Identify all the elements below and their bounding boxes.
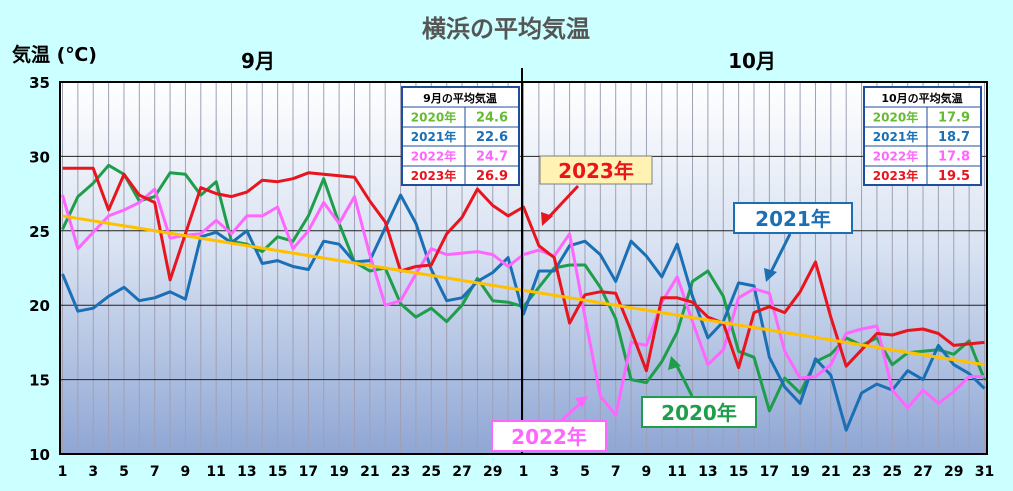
legend-year-0-2: 2022年 — [411, 149, 456, 164]
y-tick-labels: 35 30 25 20 15 10 — [29, 74, 50, 464]
legend-year-0-1: 2021年 — [411, 129, 456, 144]
legend-year-0-0: 2020年 — [411, 110, 456, 125]
chart-title: 横浜の平均気温 — [422, 15, 590, 43]
x-tick-9: 19 — [329, 464, 348, 480]
legend-value-1-3: 19.5 — [938, 169, 970, 184]
legend-value-1-0: 17.9 — [938, 111, 970, 126]
x-tick-8: 17 — [299, 464, 318, 480]
x-tick-19: 9 — [642, 464, 652, 480]
legend-title-sep: 9月の平均気温 — [423, 91, 497, 105]
x-tick-10: 21 — [360, 464, 379, 480]
x-tick-2: 5 — [119, 464, 129, 480]
callout-2023: 2023年 — [539, 155, 653, 226]
legend-value-0-3: 26.9 — [476, 169, 508, 184]
x-tick-18: 7 — [611, 464, 621, 480]
y-tick-30: 30 — [29, 148, 50, 166]
x-tick-25: 21 — [821, 464, 840, 480]
legend-value-0-0: 24.6 — [476, 111, 508, 126]
callout-2023-label: 2023年 — [558, 159, 634, 183]
callout-2021-label: 2021年 — [755, 207, 831, 231]
x-tick-labels: 1 3 5 7 9 11 13 15 17 19 21 23 25 27 29 1 3 5 7 9 11 13 15 17 19… — [58, 464, 995, 480]
x-tick-23: 17 — [760, 464, 779, 480]
plot-border — [59, 81, 988, 455]
legend-year-0-3: 2023年 — [411, 168, 456, 183]
legend-title-oct: 10月の平均気温 — [881, 91, 962, 105]
callout-2022-label: 2022年 — [511, 425, 587, 449]
series-lines — [61, 163, 986, 432]
x-tick-16: 3 — [549, 464, 559, 480]
legend-value-0-2: 24.7 — [476, 150, 508, 165]
series-line-s2023 — [62, 166, 985, 373]
month-label-oct: 10月 — [728, 49, 776, 73]
x-tick-0: 1 — [58, 464, 68, 480]
x-tick-30: 31 — [975, 464, 994, 480]
series-line-s2020 — [61, 163, 986, 413]
legend-box-october: 10月の平均気温 2020年 17.9 2021年 18.7 2022年 17.8 2023… — [863, 86, 982, 186]
x-tick-26: 23 — [852, 464, 871, 480]
series-line-s2021 — [61, 193, 986, 432]
y-tick-25: 25 — [29, 223, 50, 241]
x-tick-6: 13 — [237, 464, 256, 480]
x-tick-1: 3 — [88, 464, 98, 480]
legend-year-1-0: 2020年 — [873, 110, 918, 125]
legend-year-1-3: 2023年 — [873, 168, 918, 183]
callout-2020-label: 2020年 — [661, 401, 737, 425]
legend-value-0-1: 22.6 — [476, 130, 508, 145]
legend-year-1-2: 2022年 — [873, 149, 918, 164]
x-tick-3: 7 — [150, 464, 160, 480]
x-tick-12: 25 — [422, 464, 441, 480]
x-tick-11: 23 — [391, 464, 410, 480]
x-tick-20: 11 — [667, 464, 686, 480]
x-tick-4: 9 — [181, 464, 191, 480]
callout-2020: 2020年 — [641, 356, 757, 428]
legend-box-september: 9月の平均気温 2020年 24.6 2021年 22.6 2022年 24.7 2023年… — [401, 86, 520, 186]
vertical-gridlines — [62, 82, 985, 454]
x-tick-14: 29 — [483, 464, 502, 480]
x-tick-28: 27 — [913, 464, 932, 480]
x-tick-24: 19 — [790, 464, 809, 480]
x-tick-21: 13 — [698, 464, 717, 480]
x-tick-17: 5 — [580, 464, 590, 480]
x-tick-15: 1 — [519, 464, 529, 480]
series-line-s2022 — [61, 187, 985, 417]
legend-value-1-1: 18.7 — [938, 130, 970, 145]
x-tick-7: 15 — [268, 464, 287, 480]
month-label-sep: 9月 — [241, 49, 275, 73]
callout-2021: 2021年 — [733, 202, 853, 282]
x-tick-29: 29 — [944, 464, 963, 480]
x-tick-13: 27 — [452, 464, 471, 480]
y-tick-10: 10 — [29, 446, 50, 464]
y-tick-15: 15 — [29, 372, 50, 390]
x-tick-22: 15 — [729, 464, 748, 480]
legend-year-1-1: 2021年 — [873, 129, 918, 144]
y-tick-35: 35 — [29, 74, 50, 92]
y-axis-label: 気温 (℃) — [12, 43, 97, 66]
callout-2022: 2022年 — [491, 396, 607, 452]
legend-value-1-2: 17.8 — [938, 150, 970, 165]
y-tick-20: 20 — [29, 297, 50, 315]
x-tick-5: 11 — [206, 464, 225, 480]
normal-trend-line — [62, 214, 985, 367]
x-tick-27: 25 — [883, 464, 902, 480]
